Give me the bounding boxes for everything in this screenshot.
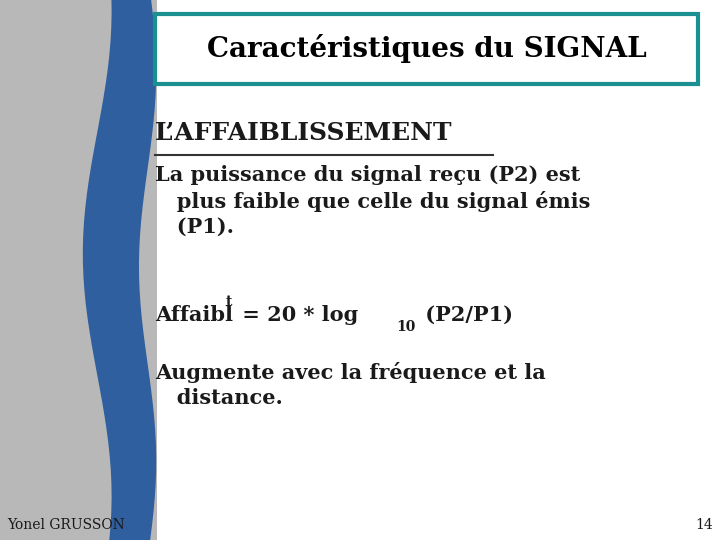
Text: L’AFFAIBLISSEMENT: L’AFFAIBLISSEMENT	[155, 122, 452, 145]
FancyBboxPatch shape	[0, 0, 180, 540]
Text: Augmente avec la fréquence et la
   distance.: Augmente avec la fréquence et la distanc…	[155, 362, 546, 408]
Text: La puissance du signal reçu (P2) est
   plus faible que celle du signal émis
   : La puissance du signal reçu (P2) est plu…	[155, 165, 590, 237]
Text: Caractéristiques du SIGNAL: Caractéristiques du SIGNAL	[207, 34, 647, 63]
Text: (P2/P1): (P2/P1)	[418, 305, 513, 325]
Polygon shape	[83, 0, 156, 540]
Text: 14: 14	[695, 518, 713, 532]
Text: t: t	[225, 295, 232, 309]
Text: = 20 * log: = 20 * log	[235, 305, 359, 325]
Text: Yonel GRUSSON: Yonel GRUSSON	[7, 518, 125, 532]
Text: 10: 10	[396, 320, 415, 334]
Text: Affaibl: Affaibl	[155, 305, 233, 325]
FancyBboxPatch shape	[157, 0, 720, 540]
FancyBboxPatch shape	[155, 14, 698, 84]
